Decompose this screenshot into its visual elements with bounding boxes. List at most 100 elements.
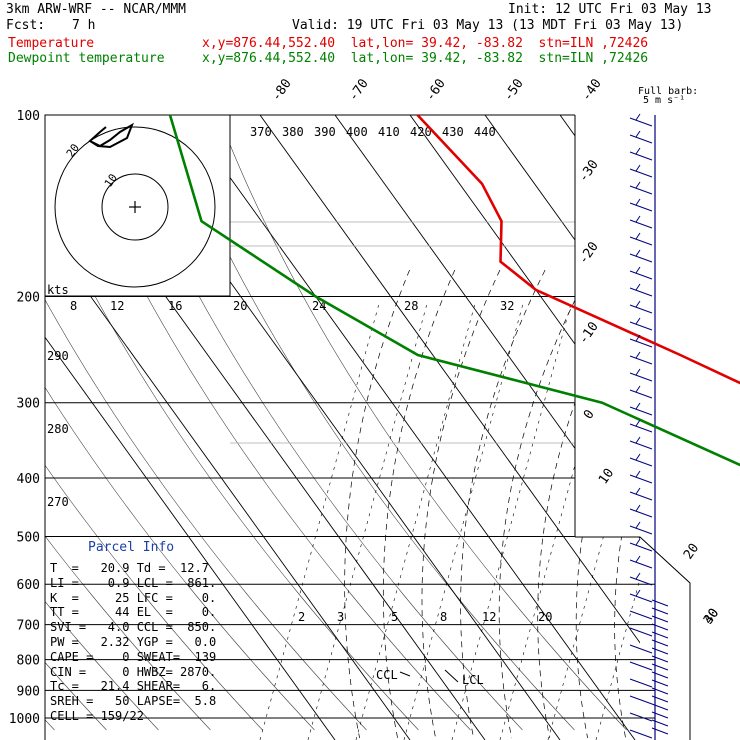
wind-barb-low — [651, 711, 669, 719]
ccl-marker: CCL — [376, 668, 398, 682]
wind-barb — [629, 372, 653, 382]
wind-barb-flag — [635, 589, 641, 597]
wind-barb — [629, 525, 653, 535]
temperature-legend-info: x,y=876.44,552.40 lat,lon= 39.42, -83.82… — [202, 36, 649, 51]
wind-barb — [629, 508, 653, 518]
theta-label: 280 — [47, 422, 69, 436]
pressure-label-100: 100 — [17, 109, 40, 124]
wind-barb-flag — [635, 181, 641, 189]
sounding-profiles — [168, 114, 740, 467]
wind-barb-low — [651, 695, 669, 703]
wind-barb-flag — [635, 572, 641, 580]
temperature-label: 0 — [581, 407, 598, 422]
parcel-info-title: Parcel Info — [88, 540, 175, 555]
wind-barb-flag — [635, 147, 641, 155]
wind-barb-flag — [635, 198, 641, 206]
forecast-hours: 7 h — [72, 18, 96, 33]
temperature-label: -50 — [501, 76, 527, 104]
wind-barb-low — [651, 727, 669, 735]
wind-barb — [629, 185, 653, 195]
mixing-ratio-label-bottom: 12 — [482, 610, 496, 624]
wind-barb — [629, 389, 653, 399]
wind-barb — [629, 729, 653, 739]
wind-barb — [629, 168, 653, 178]
wind-barb-flag — [635, 317, 641, 325]
wind-barb — [629, 678, 653, 688]
wind-barb — [629, 661, 653, 671]
pressure-label-700: 700 — [17, 619, 40, 634]
wind-barb — [629, 695, 653, 705]
isotherm-line — [45, 115, 336, 740]
wind-barb-flag — [635, 300, 641, 308]
pressure-label-800: 800 — [17, 654, 40, 669]
mixing-ratio-label-top: 12 — [110, 299, 124, 313]
wind-barb — [629, 491, 653, 501]
parcel-info-row: CAPE = 0 SWEAT= 139 — [50, 649, 217, 664]
pressure-label-400: 400 — [17, 472, 40, 487]
wind-barb-low — [651, 623, 669, 631]
dewpoint-legend-info: x,y=876.44,552.40 lat,lon= 39.42, -83.82… — [202, 51, 649, 66]
isotherm-line — [184, 115, 636, 740]
mixing-ratio-line — [499, 299, 621, 740]
wind-barb — [629, 321, 653, 331]
wind-barb — [629, 627, 653, 637]
temperature-profile — [416, 114, 740, 385]
wind-barb-flag — [635, 266, 641, 274]
mixing-ratio-label-top: 28 — [404, 299, 418, 313]
ccl-tick — [399, 671, 411, 677]
pressure-label-1000: 1000 — [9, 712, 40, 727]
temperature-label: 30 — [701, 606, 722, 627]
dewpoint-legend-label: Dewpoint temperature — [8, 51, 165, 66]
wind-barb-flag — [635, 351, 641, 359]
parcel-info-row: CELL = 159/22 — [50, 709, 144, 723]
mixing-ratio-line — [547, 299, 640, 740]
temperature-label: -70 — [346, 76, 372, 104]
isotherm-line — [334, 115, 640, 740]
wind-barb — [629, 610, 653, 620]
hodograph-ring-label-outer: 20 — [64, 141, 82, 159]
dry-adiabat — [45, 115, 159, 731]
parcel-info-row: SVI = 4.0 CCL = 850. — [50, 620, 217, 635]
wind-barb — [629, 559, 653, 569]
dry-adiabat — [45, 115, 315, 731]
theta-e-label: 420 — [410, 125, 432, 139]
wind-barb — [629, 270, 653, 280]
pressure-label-600: 600 — [17, 578, 40, 593]
mixing-ratio-label-top: 8 — [70, 299, 77, 313]
mixing-ratio-label-bottom: 5 — [391, 610, 398, 624]
wind-barb — [629, 457, 653, 467]
wind-barb — [629, 576, 653, 586]
wind-barb-low — [651, 703, 669, 711]
wind-barb-low — [651, 615, 669, 623]
temperature-label: -80 — [269, 76, 295, 104]
temperature-label: -60 — [423, 76, 449, 104]
isotherm-line — [634, 115, 640, 740]
lcl-marker: LCL — [462, 673, 484, 687]
wind-barb-flag — [635, 334, 641, 342]
wind-legend-line1: Full barb: — [638, 86, 698, 97]
wind-barbs — [629, 113, 669, 739]
wind-barb-low — [651, 671, 669, 679]
temperature-legend-label: Temperature — [8, 36, 95, 51]
wind-barb — [629, 202, 653, 212]
wind-barb — [629, 440, 653, 450]
hodograph-ring-inner — [101, 173, 169, 241]
wind-barb-low — [651, 639, 669, 647]
temperature-label: 40 — [701, 606, 722, 627]
dewpoint-profile — [168, 114, 740, 467]
moist-adiabat — [614, 269, 640, 739]
dry-adiabat — [45, 115, 367, 731]
temperature-label: -30 — [576, 157, 602, 185]
dry-adiabat — [45, 115, 211, 731]
mixing-ratio-label-bottom: 2 — [298, 610, 305, 624]
wind-barb-low — [651, 647, 669, 655]
wind-barb-flag — [635, 232, 641, 240]
model-title: 3km ARW-WRF -- NCAR/MMM — [6, 2, 187, 17]
parcel-info-row: SREH = 50 LAPSE= 5.8 — [50, 694, 217, 709]
wind-barb — [629, 338, 653, 348]
wind-barb — [629, 253, 653, 263]
pressure-label-900: 900 — [17, 684, 40, 699]
right-frame-lower — [575, 536, 691, 740]
init-time: Init: 12 UTC Fri 03 May 13 — [508, 2, 712, 17]
